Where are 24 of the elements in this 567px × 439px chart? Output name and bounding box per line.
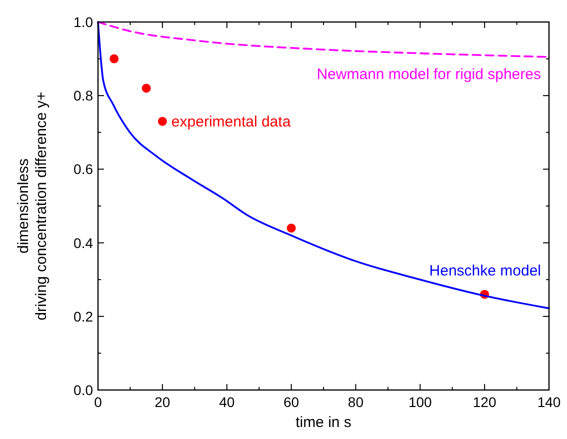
y-tick-label: 0.0 xyxy=(74,382,94,398)
x-tick-label: 100 xyxy=(408,394,432,410)
point xyxy=(142,84,151,93)
y-tick-label: 0.8 xyxy=(74,88,94,104)
x-tick-label: 120 xyxy=(472,394,496,410)
y-tick-label: 1.0 xyxy=(74,14,94,30)
y-tick-label: 0.6 xyxy=(74,161,94,178)
point xyxy=(286,224,296,233)
x-tick-label: 0 xyxy=(94,394,102,410)
x-tick-label: 80 xyxy=(348,394,364,410)
point xyxy=(158,116,167,126)
x-tick-label: 20 xyxy=(154,394,170,410)
x-tick-label: 60 xyxy=(283,394,300,410)
series-label: Newmann model for rigid spheres xyxy=(316,66,541,83)
x-tick-label: 40 xyxy=(219,394,235,410)
y-tick-label: 0.4 xyxy=(74,234,94,251)
x-axis-title: time in s xyxy=(296,414,352,431)
series-label: experimental data xyxy=(171,113,292,130)
point xyxy=(110,54,119,64)
y-axis-title: dimensionless driving concentration difference y+ xyxy=(15,91,50,320)
y-tick-label: 0.2 xyxy=(74,308,94,324)
line-series xyxy=(97,21,550,310)
x-tick-label: 140 xyxy=(537,394,561,410)
series-label: Henschke model xyxy=(429,262,541,280)
